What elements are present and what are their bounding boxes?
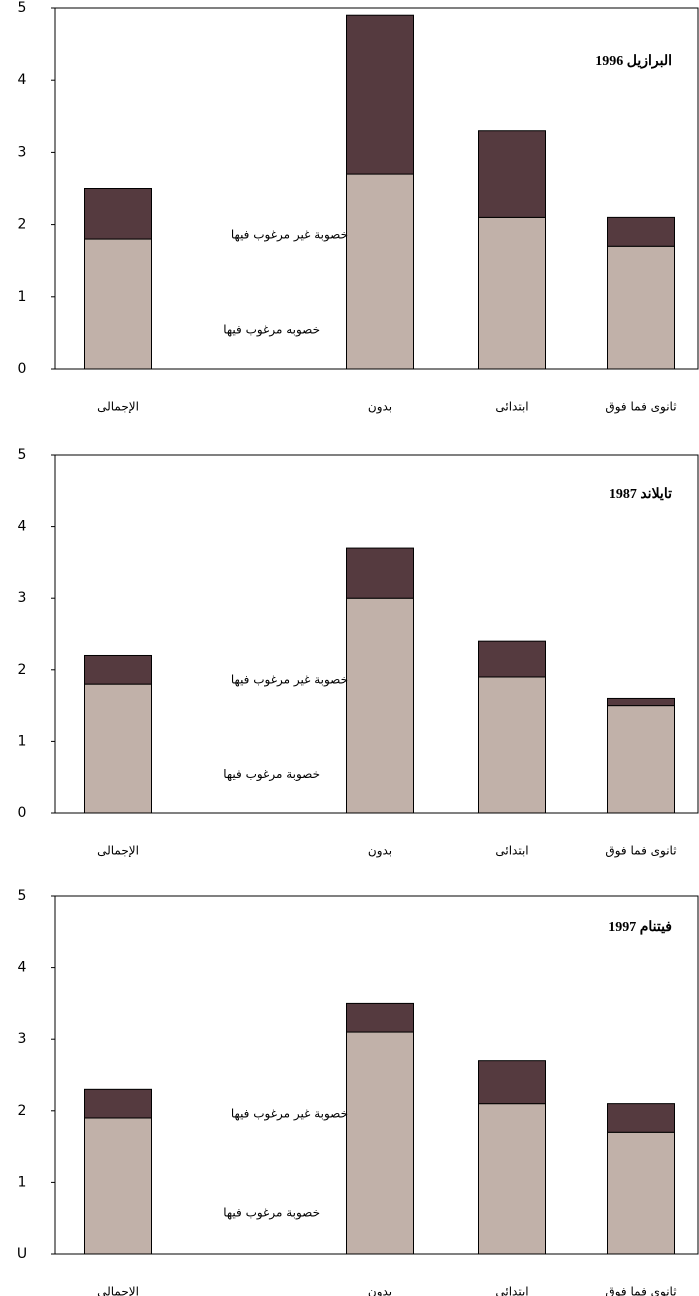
bar-segment	[607, 705, 675, 814]
x-tick-label: الإجمالى	[97, 844, 139, 858]
y-tick-label: 0	[18, 805, 27, 821]
bar-segment	[607, 245, 675, 370]
y-tick-label: 4	[18, 519, 27, 535]
y-tick-label: 5	[18, 0, 27, 16]
bar-segment	[478, 1060, 546, 1105]
y-tick-label: 3	[18, 1031, 27, 1047]
chart-title: البرازيل 1996	[595, 54, 672, 69]
bar-segment	[346, 597, 414, 814]
x-tick-label: بدون	[368, 1285, 392, 1296]
x-tick-label: ثانوى فما فوق	[605, 844, 676, 859]
bar-segment	[607, 1131, 675, 1255]
chart-title: تايلاند 1987	[609, 487, 672, 502]
bar-segment	[346, 547, 414, 599]
y-tick-label: 3	[18, 144, 27, 160]
y-tick-label: 1	[18, 289, 27, 305]
x-tick-label: الإجمالى	[97, 400, 139, 414]
y-tick-label: 2	[18, 1103, 27, 1119]
x-tick-label: الإجمالى	[97, 1285, 139, 1296]
bar-segment	[607, 216, 675, 247]
bar-segment	[478, 216, 546, 370]
series-label: خصوبه مرغوب فيها	[223, 323, 320, 338]
series-label: خصوبة مرغوب فيها	[223, 1206, 320, 1221]
bar-segment	[346, 1031, 414, 1255]
bar-segment	[84, 683, 152, 814]
bar-segment	[84, 1117, 152, 1255]
bar-segment	[478, 640, 546, 678]
y-tick-label: U	[17, 1246, 27, 1262]
x-tick-label: ابتدائى	[495, 844, 528, 858]
bar-segment	[478, 130, 546, 218]
y-tick-label: 0	[18, 361, 27, 377]
x-tick-label: بدون	[368, 400, 392, 415]
x-tick-label: بدون	[368, 844, 392, 859]
y-tick-label: 3	[18, 590, 27, 606]
bar-segment	[84, 238, 152, 370]
series-label: خصوبة غير مرغوب فيها	[231, 1106, 348, 1121]
bar-segment	[346, 14, 414, 175]
series-label: خصوبة غير مرغوب فيها	[231, 228, 348, 243]
bar-segment	[84, 188, 152, 240]
y-tick-label: 5	[18, 888, 27, 904]
x-tick-label: ابتدائى	[495, 400, 528, 414]
y-tick-label: 4	[18, 72, 27, 88]
bar-segment	[346, 173, 414, 370]
y-tick-label: 2	[18, 217, 27, 233]
series-label: خصوبة غير مرغوب فيها	[231, 673, 348, 688]
y-tick-label: 2	[18, 662, 27, 678]
bar-segment	[346, 1002, 414, 1033]
bar-segment	[607, 697, 675, 707]
bar-segment	[84, 654, 152, 685]
y-tick-label: 1	[18, 1174, 27, 1190]
bar-segment	[478, 1103, 546, 1255]
y-tick-label: 4	[18, 960, 27, 976]
bar-segment	[478, 676, 546, 814]
bar-segment	[84, 1088, 152, 1119]
bar-segment	[607, 1103, 675, 1133]
chart-title: فيتنام 1997	[608, 920, 672, 935]
x-tick-label: ابتدائى	[495, 1285, 528, 1296]
x-tick-label: ثانوى فما فوق	[605, 1285, 676, 1296]
x-tick-label: ثانوى فما فوق	[605, 400, 676, 415]
y-tick-label: 1	[18, 733, 27, 749]
y-tick-label: 5	[18, 447, 27, 463]
series-label: خصوبة مرغوب فيها	[223, 767, 320, 782]
